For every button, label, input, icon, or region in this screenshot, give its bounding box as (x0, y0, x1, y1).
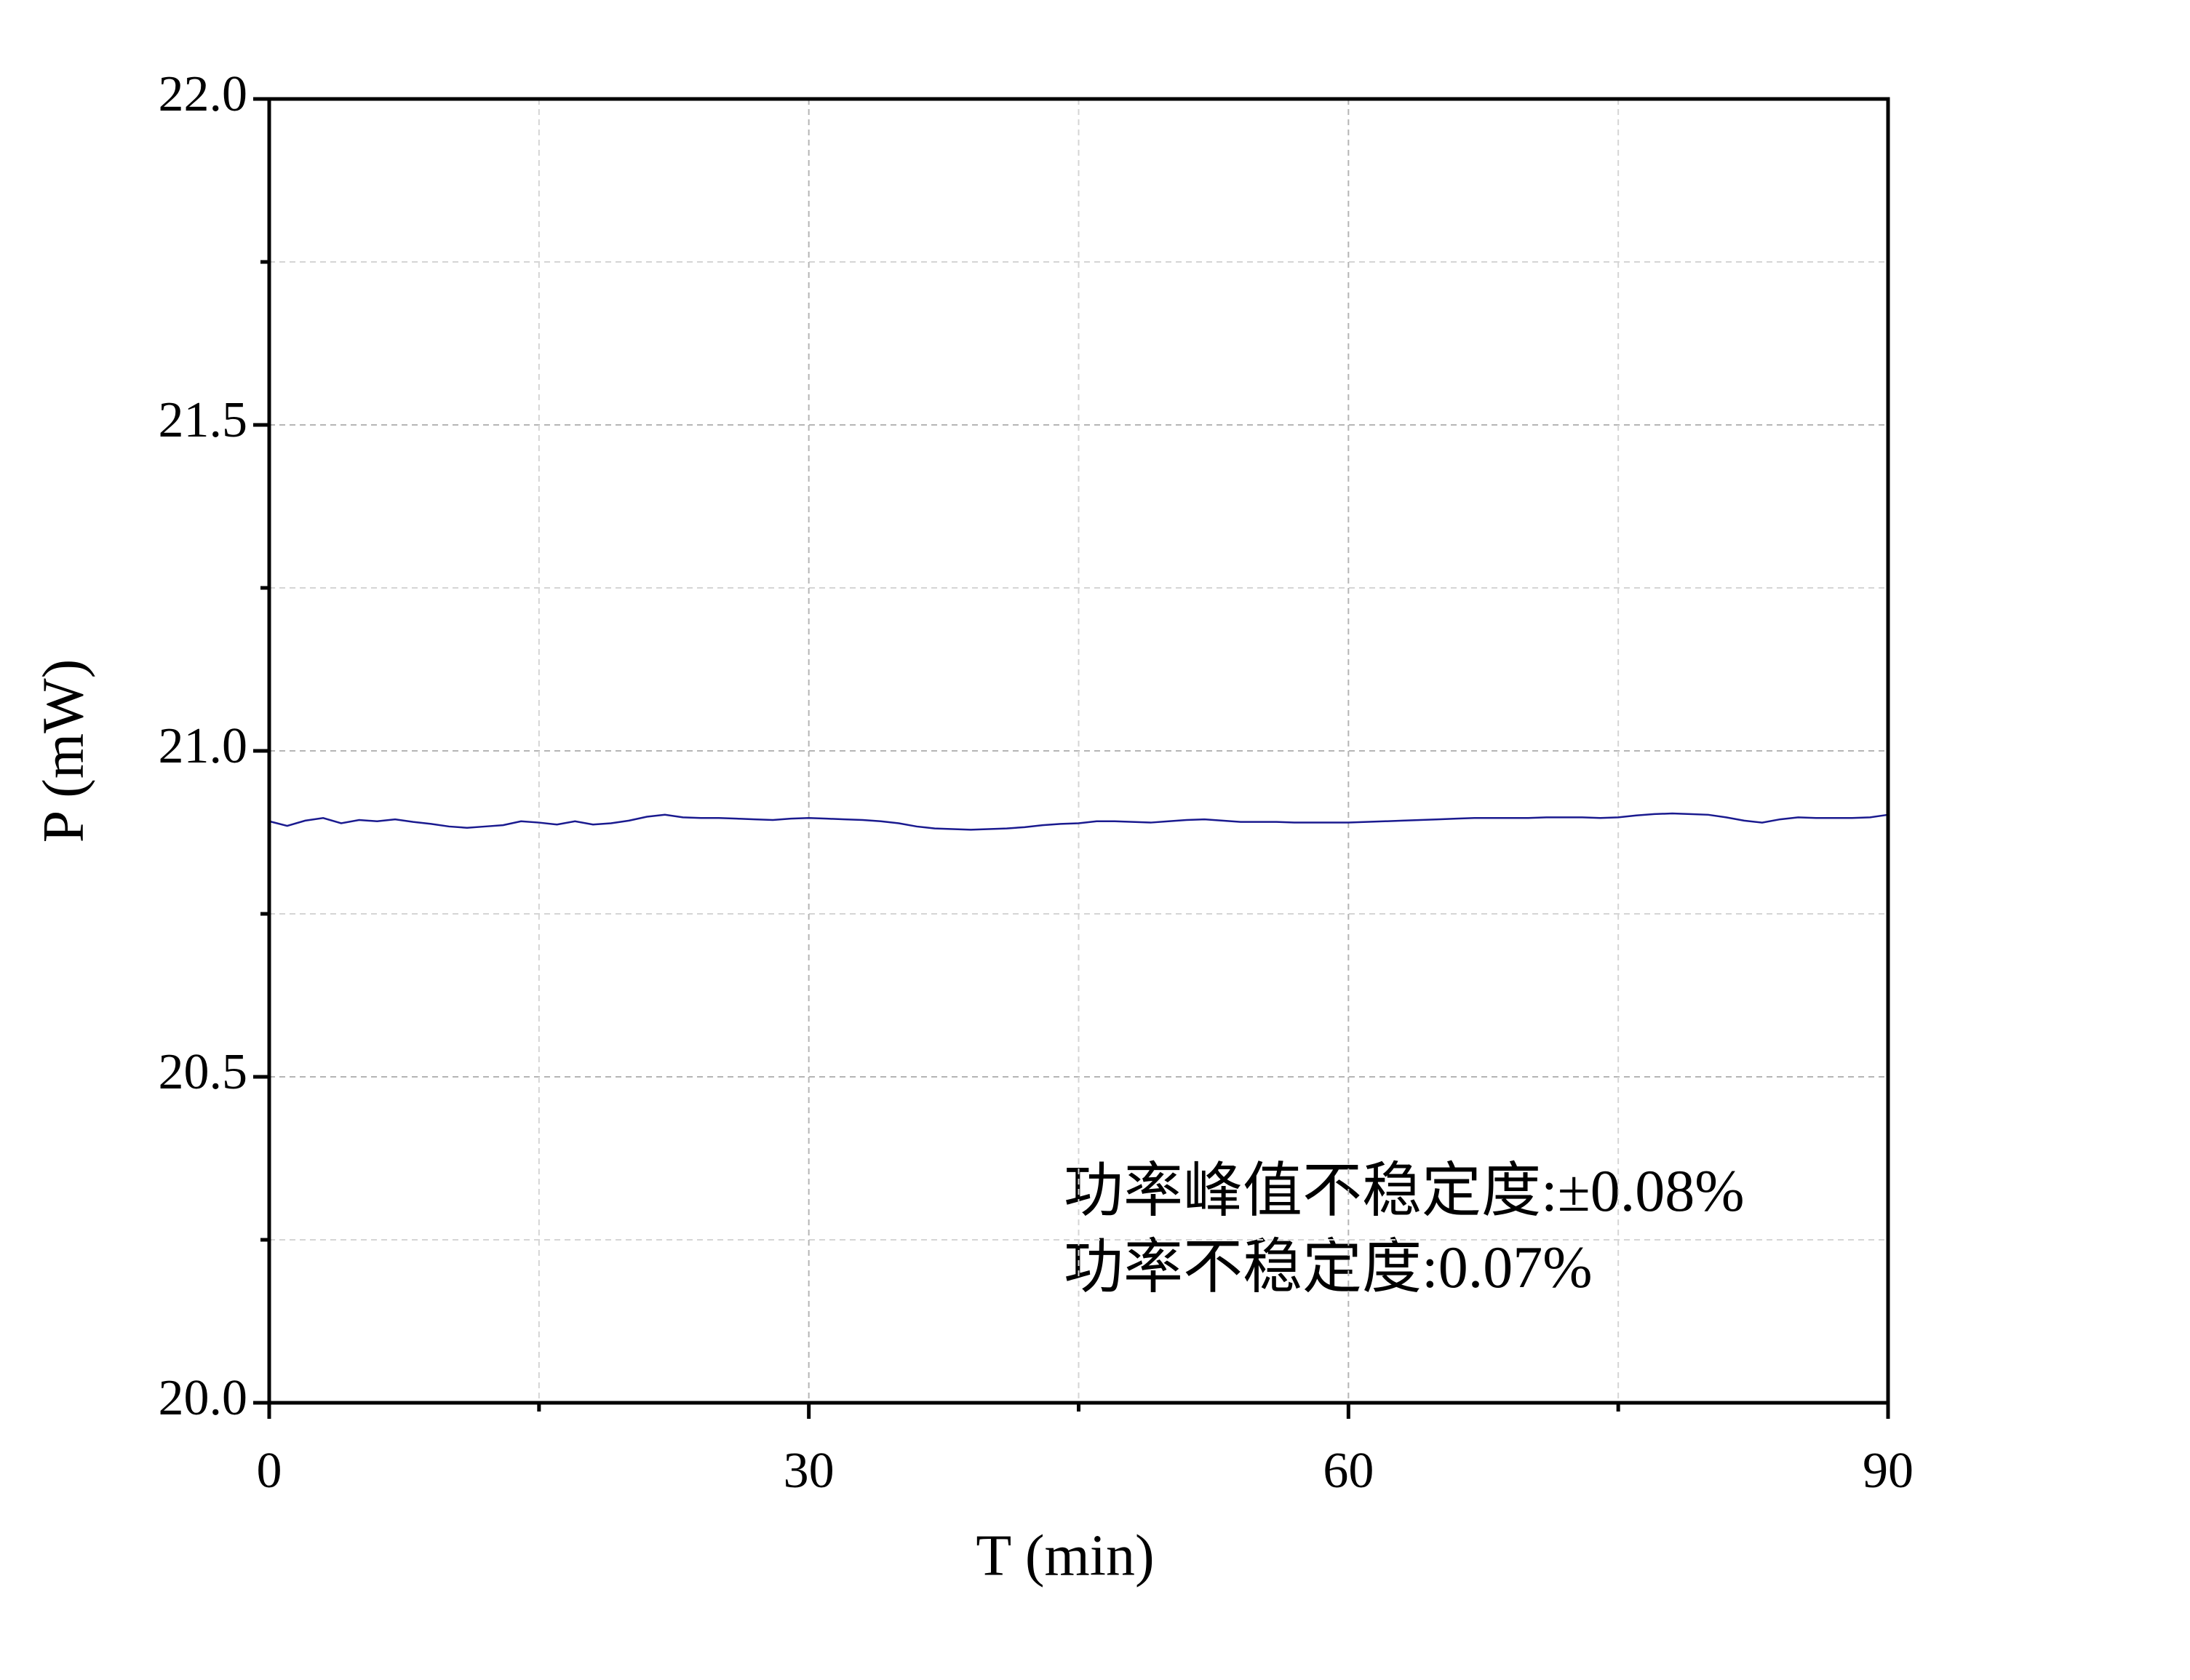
x-tick-label: 30 (784, 1443, 835, 1499)
x-tick-label: 0 (257, 1443, 282, 1499)
annotation: 功率峰值不稳定度:±0.08% (1064, 1158, 1745, 1224)
data-line (268, 812, 1889, 831)
y-tick-label: 21.0 (159, 718, 248, 774)
plot-frame (267, 97, 1890, 1405)
y-tick-label: 20.5 (159, 1044, 248, 1100)
y-tick-label: 20.0 (159, 1370, 248, 1426)
x-tick-label: 60 (1323, 1443, 1374, 1499)
y-tick-label: 22.0 (159, 66, 248, 122)
y-tick-label: 21.5 (159, 392, 248, 448)
x-tick-label: 90 (1863, 1443, 1914, 1499)
x-axis-title: T (min) (976, 1524, 1154, 1588)
y-axis-title: P (mW) (31, 659, 95, 843)
annotation: 功率不稳定度:0.07% (1064, 1234, 1593, 1300)
